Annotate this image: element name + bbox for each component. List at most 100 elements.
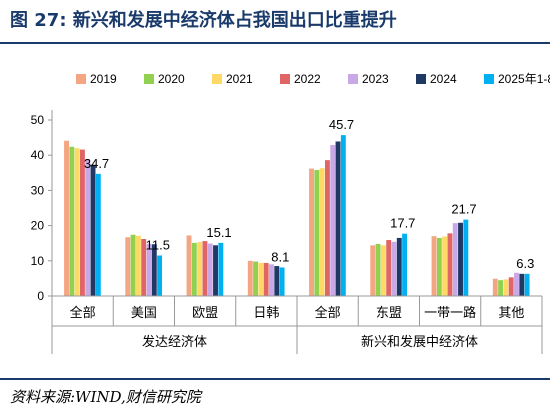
legend-item: 2023 — [348, 72, 389, 86]
legend-label: 2023 — [362, 72, 389, 86]
x-tick-label: 全部 — [70, 305, 96, 321]
legend-item: 2019 — [76, 72, 117, 86]
bar — [95, 173, 101, 296]
bar — [519, 273, 525, 296]
bar — [253, 261, 259, 296]
bars — [64, 135, 530, 296]
bar — [263, 262, 269, 296]
bar — [125, 237, 131, 296]
legend-item: 2022 — [280, 72, 321, 86]
legend-label: 2020 — [158, 72, 185, 86]
bar — [514, 272, 519, 296]
bar — [503, 279, 509, 296]
y-tick-label: 10 — [31, 254, 45, 268]
x-tick-label: 日韩 — [253, 306, 279, 321]
bar — [279, 267, 285, 296]
legend-swatch — [484, 74, 494, 84]
bar — [64, 140, 69, 296]
bar — [85, 159, 91, 296]
bar — [130, 234, 136, 296]
bar — [508, 277, 514, 296]
bar — [375, 243, 381, 296]
legend-label: 2022 — [294, 72, 321, 86]
bar — [247, 260, 253, 296]
y-tick-label: 30 — [31, 183, 45, 197]
bar — [186, 235, 192, 296]
y-axis: 0 10 20 30 40 50 — [31, 110, 53, 303]
data-label: 8.1 — [271, 249, 289, 264]
bar — [335, 141, 341, 296]
bar — [330, 144, 336, 296]
bar — [524, 273, 530, 296]
bar-chart: 2019 2020 2021 2022 2023 2024 2025年1-8月 0 10 20 3… — [31, 72, 550, 354]
source-note: 资料来源:WIND,财信研究院 — [10, 388, 201, 406]
bar — [218, 242, 224, 296]
bar — [498, 280, 504, 296]
legend-swatch — [76, 74, 86, 84]
bar — [391, 241, 397, 296]
x-tick-label: 一带一路 — [424, 305, 476, 321]
y-tick-label: 50 — [31, 113, 45, 127]
x-tick-label: 其他 — [498, 306, 524, 321]
bar — [79, 149, 85, 296]
bar — [258, 262, 264, 296]
data-label: 21.7 — [451, 202, 476, 217]
legend-item: 2025年1-8月 — [484, 72, 550, 86]
bar — [380, 245, 386, 296]
y-tick-label: 0 — [37, 289, 44, 303]
legend-label: 2021 — [226, 72, 253, 86]
x-tick-label: 全部 — [315, 305, 341, 321]
chart-legend: 2019 2020 2021 2022 2023 2024 2025年1-8月 — [76, 72, 550, 86]
figure-title: 图 27: 新兴和发展中经济体占我国出口比重提升 — [10, 10, 397, 31]
bar — [447, 233, 453, 296]
x-tick-label: 欧盟 — [192, 306, 218, 321]
data-labels: 34.7 11.5 15.1 8.1 45.7 17.7 21.7 6.3 — [84, 117, 534, 271]
bar — [458, 222, 463, 296]
bar — [314, 169, 320, 296]
bar — [141, 238, 147, 296]
bar — [157, 255, 163, 296]
bar — [442, 236, 448, 296]
data-label: 11.5 — [146, 238, 170, 253]
bar — [151, 244, 157, 296]
bar — [370, 245, 376, 296]
y-tick-label: 20 — [31, 219, 45, 233]
data-label: 6.3 — [516, 256, 534, 271]
x-tick-label: 东盟 — [376, 306, 402, 321]
bar — [386, 240, 392, 296]
legend-label: 2025年1-8月 — [498, 72, 550, 86]
bar — [197, 242, 203, 296]
bar — [69, 146, 75, 296]
bar — [340, 135, 346, 296]
bar — [319, 168, 325, 296]
group-label: 发达经济体 — [142, 334, 207, 350]
bar — [492, 278, 498, 296]
legend-swatch — [212, 74, 222, 84]
bar — [202, 241, 208, 296]
bar — [452, 223, 458, 296]
bar — [324, 160, 330, 296]
bar — [191, 242, 197, 296]
bar — [74, 148, 80, 296]
data-label: 34.7 — [84, 156, 109, 171]
bar — [207, 243, 213, 296]
legend-swatch — [348, 74, 358, 84]
group-label: 新兴和发展中经济体 — [361, 334, 478, 350]
legend-item: 2021 — [212, 72, 253, 86]
legend-label: 2024 — [430, 72, 457, 86]
legend-item: 2020 — [144, 72, 185, 86]
bar — [463, 219, 469, 296]
bar — [309, 168, 314, 296]
legend-label: 2019 — [90, 72, 117, 86]
data-label: 15.1 — [206, 225, 231, 240]
legend-swatch — [280, 74, 290, 84]
bar — [269, 264, 274, 296]
legend-swatch — [144, 74, 154, 84]
bar — [402, 233, 408, 296]
bar — [431, 236, 437, 296]
bar — [146, 243, 152, 296]
x-tick-label: 美国 — [131, 306, 157, 321]
legend-swatch — [416, 74, 426, 84]
y-tick-label: 40 — [31, 148, 45, 162]
